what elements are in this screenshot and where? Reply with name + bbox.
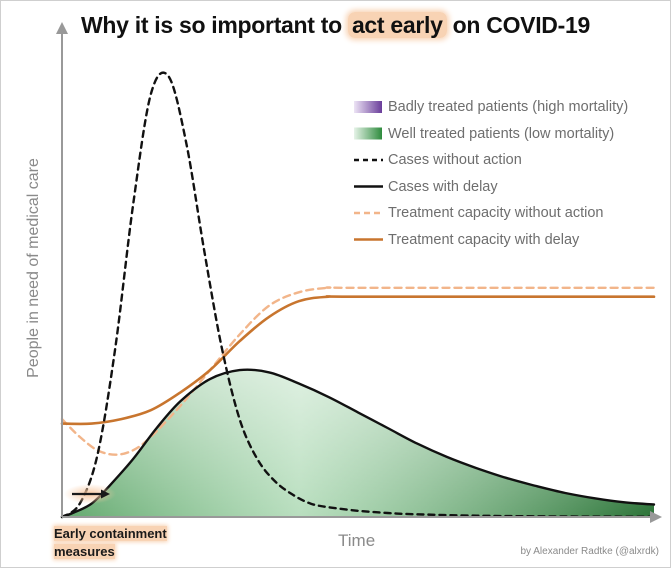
series-cases-with-delay	[60, 368, 656, 519]
x-axis-arrow-icon	[650, 511, 662, 523]
y-axis-label: People in need of medical care	[25, 158, 42, 378]
annotation-line-2: measures	[54, 544, 115, 559]
containment-arrow-head-icon	[101, 489, 110, 499]
legend-label: Treatment capacity with delay	[388, 231, 580, 248]
legend-label: Cases without action	[388, 152, 522, 168]
series-cases-without-action	[60, 71, 656, 519]
legend-label: Well treated patients (low mortality)	[388, 125, 615, 142]
x-axis-label: Time	[338, 531, 376, 550]
title-highlight: act early	[347, 12, 447, 38]
series-treatment-capacity-with-delay	[60, 295, 656, 426]
chart-title: Why it is so important to act early on C…	[0, 12, 671, 39]
y-axis-arrow-icon	[56, 22, 68, 34]
title-part-2: on COVID-19	[446, 12, 591, 38]
legend-label: Cases with delay	[388, 178, 498, 195]
legend-label: Treatment capacity without action	[388, 205, 604, 221]
area-well-treated-shade	[62, 369, 654, 517]
annotation-line-1: Early containment	[54, 526, 167, 541]
annotation-early-containment: Early containment measures	[54, 525, 184, 561]
legend-swatch-1	[354, 127, 382, 140]
legend-swatch-0	[354, 101, 382, 113]
legend-label: Badly treated patients (high mortality)	[388, 99, 629, 115]
title-part-1: Why it is so important to	[81, 12, 348, 38]
credit-text: by Alexander Radtke (@alxrdk)	[520, 546, 659, 557]
